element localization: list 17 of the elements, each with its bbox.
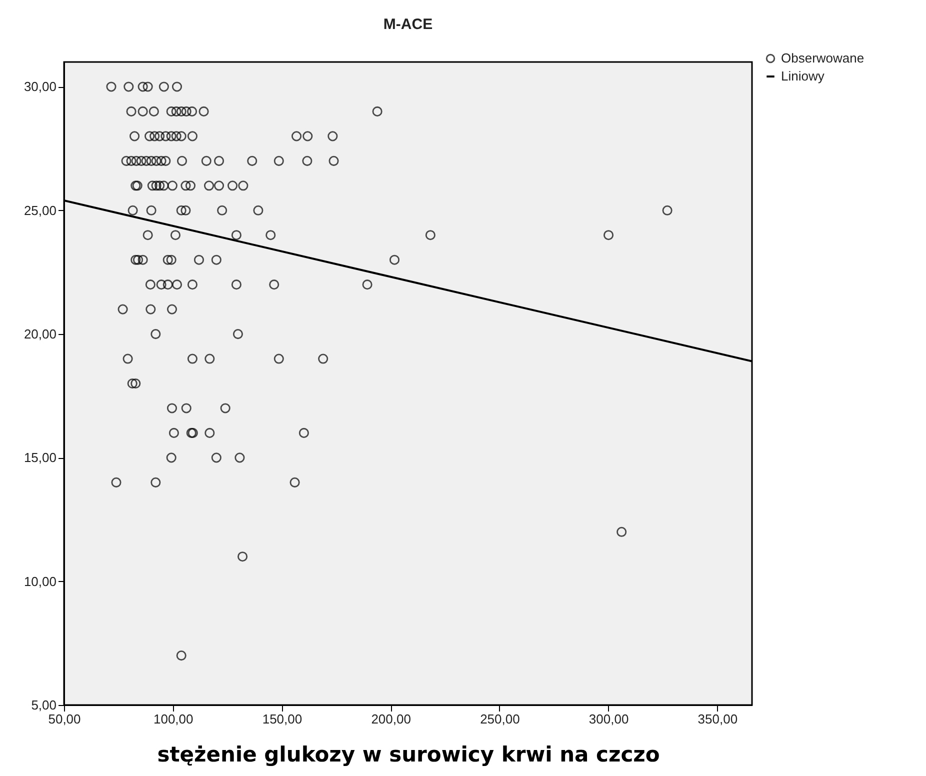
legend-label: Obserwowane [781, 50, 864, 66]
chart-title: M-ACE [383, 16, 433, 33]
x-tick-label: 50,00 [48, 712, 81, 726]
x-tick-label: 300,00 [588, 712, 629, 726]
y-tick-label: 20,00 [24, 326, 56, 342]
y-tick-label: 30,00 [24, 79, 56, 94]
x-tick-label: 150,00 [262, 712, 302, 726]
x-tick-label: 250,00 [480, 712, 520, 726]
y-tick-label: 25,00 [24, 202, 56, 218]
x-axis-title: stężenie glukozy w surowicy krwi na czczo [157, 742, 660, 766]
x-tick-label: 200,00 [371, 712, 411, 726]
legend-label: Liniowy [781, 68, 825, 84]
y-tick-label: 15,00 [24, 450, 56, 466]
x-tick-label: 100,00 [153, 712, 194, 726]
y-tick-label: 5,00 [31, 698, 56, 712]
x-tick-label: 350,00 [698, 712, 738, 726]
y-tick-label: 10,00 [24, 574, 56, 589]
